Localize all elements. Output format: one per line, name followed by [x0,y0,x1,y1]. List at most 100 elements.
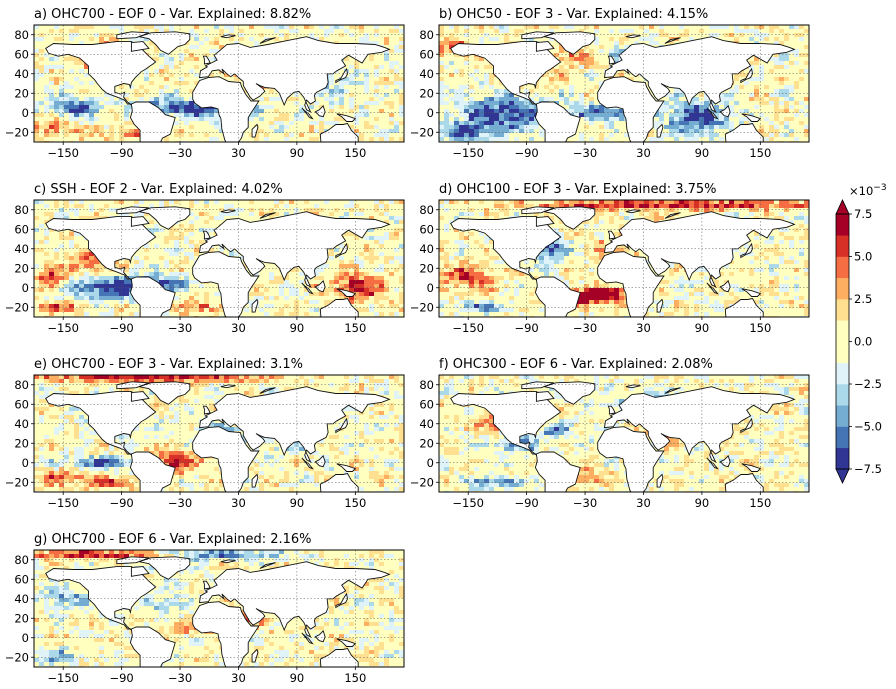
land-new-zealand [372,497,383,508]
x-tick-label-d: −90 [514,321,538,335]
land-novaya-zemlya [664,387,681,394]
x-tick-label-d: −150 [452,321,484,335]
x-tick-label-a: −90 [109,146,133,160]
y-tick-label-d: 40 [419,242,434,256]
y-tick-label-b: −20 [410,125,434,139]
y-tick-label-f: 20 [419,436,434,450]
land-sumatra [706,282,719,295]
colorbar-segment [836,320,849,342]
y-tick-label-d: 80 [419,203,434,217]
x-tick-label-g: −90 [109,671,133,685]
colorbar-segment [836,362,849,385]
land-sumatra [706,457,719,470]
x-tick-label-a: −150 [47,146,79,160]
land-ellesmere [116,31,150,40]
x-tick-label-b: 150 [749,146,771,160]
x-tick-label-c: 30 [231,321,246,335]
land-madagascar [656,123,664,138]
y-tick-label-g: 40 [14,592,29,606]
continents-c [45,206,391,333]
land-new-guinea [336,638,357,647]
continents-b [450,31,796,142]
x-tick-label-g: −30 [168,671,192,685]
y-tick-label-b: 40 [419,67,434,81]
anomaly-field-e [34,375,404,508]
y-tick-label-d: 20 [419,261,434,275]
x-tick-label-g: 30 [231,671,246,685]
panel-title-c: c) SSH - EOF 2 - Var. Explained: 4.02% [34,182,283,197]
land-new-zealand [777,497,788,508]
land-australia [319,472,359,492]
land-novaya-zemlya [259,212,276,219]
land-svalbard [625,34,641,39]
map-panel-g: g) OHC700 - EOF 6 - Var. Explained: 2.16… [5,532,405,685]
colorbar-segment [836,277,849,300]
colorbar-segment [836,405,849,427]
colorbar-extend-max [835,199,850,215]
land-sumatra [301,107,314,120]
land-greenland [137,31,191,55]
colorbar-exponent: ×10−3 [849,183,887,198]
y-tick-label-c: 40 [14,242,29,256]
map-panel-b: b) OHC50 - EOF 3 - Var. Explained: 4.15%… [410,7,810,160]
x-tick-label-f: 30 [636,496,651,510]
land-borneo [719,105,731,118]
land-ellesmere [116,206,150,215]
anomaly-field-b [439,25,809,142]
land-british-isles [202,405,211,415]
land-svalbard [220,209,236,214]
colorbar-segment [836,256,849,279]
x-tick-label-a: 150 [344,146,366,160]
x-tick-label-d: −30 [573,321,597,335]
x-tick-label-g: 90 [290,671,305,685]
x-tick-label-e: −90 [109,496,133,510]
y-tick-label-a: 80 [14,28,29,42]
land-borneo [314,105,326,118]
y-tick-label-f: 80 [419,378,434,392]
land-baffin [130,216,150,227]
x-tick-label-c: −150 [47,321,79,335]
land-eurasia [603,36,796,113]
land-baffin [535,391,555,402]
gridlines-f [439,375,809,492]
land-new-zealand [372,322,383,333]
y-tick-label-a: 0 [22,106,29,120]
gridlines-a [34,25,404,142]
land-australia [319,297,359,317]
land-british-isles [607,230,616,240]
y-tick-label-e: 40 [14,417,29,431]
map-frame-e [33,374,405,493]
anomaly-field-d [439,200,809,317]
land-borneo [314,455,326,468]
land-madagascar [251,648,259,663]
map-panel-d: d) OHC100 - EOF 3 - Var. Explained: 3.75… [410,182,810,335]
land-svalbard [220,384,236,389]
y-tick-label-g: 80 [14,553,29,567]
panel-title-b: b) OHC50 - EOF 3 - Var. Explained: 4.15% [439,7,708,22]
land-eurasia [603,211,796,288]
land-baffin [130,391,150,402]
land-ellesmere [116,556,150,565]
land-novaya-zemlya [259,37,276,44]
x-tick-label-c: 150 [344,321,366,335]
land-baffin [130,566,150,577]
gridlines-g [34,550,404,667]
land-british-isles [607,405,616,415]
land-greenland [137,556,191,580]
land-novaya-zemlya [259,562,276,569]
land-ellesmere [521,381,555,390]
land-australia [724,472,764,492]
land-british-isles [202,230,211,240]
x-tick-label-f: 150 [749,496,771,510]
x-tick-label-d: 150 [749,321,771,335]
land-novaya-zemlya [664,37,681,44]
y-tick-label-f: 60 [419,397,434,411]
x-tick-label-f: −90 [514,496,538,510]
land-greenland [542,31,596,55]
x-tick-label-e: −150 [47,496,79,510]
gridlines-e [34,375,404,492]
map-frame-a [33,24,405,143]
map-frame-b [438,24,810,143]
x-tick-label-a: −30 [168,146,192,160]
